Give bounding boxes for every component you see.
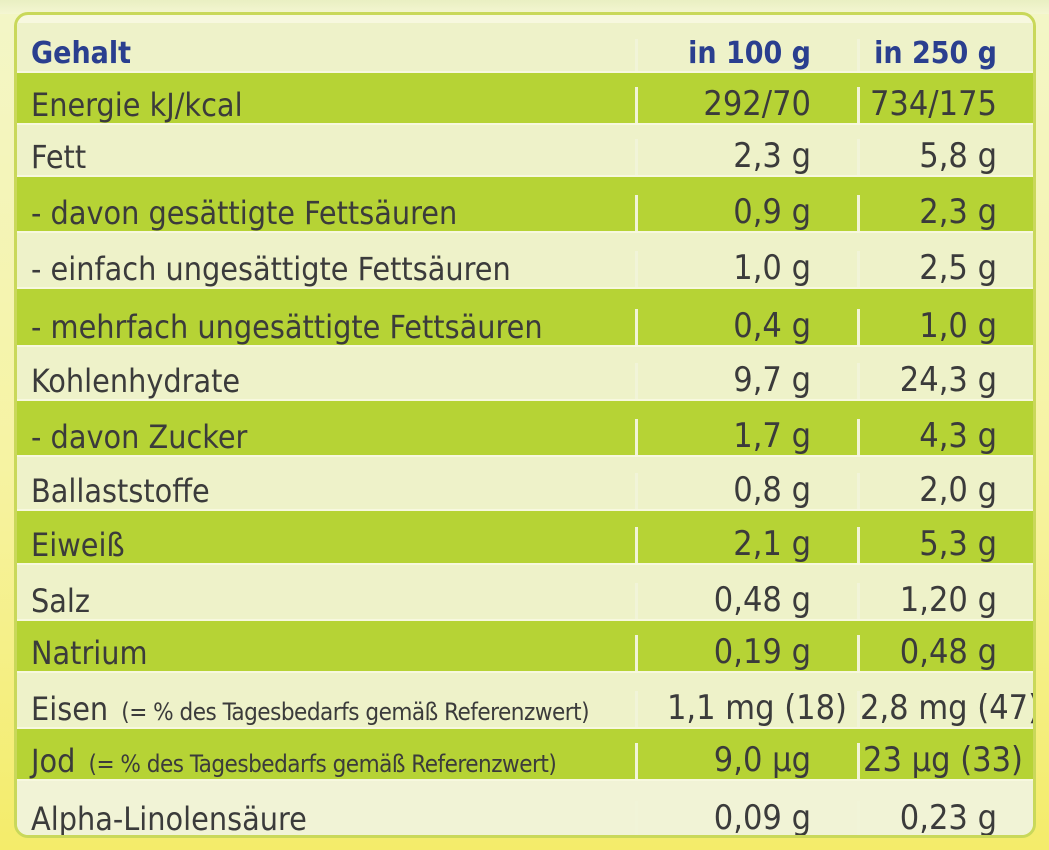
row-label: Kohlenhydrate bbox=[31, 365, 241, 399]
table-row-salz: Salz 0,48 g 1,20 g bbox=[17, 565, 1033, 619]
table-row-natrium: Natrium 0,19 g 0,48 g bbox=[17, 621, 1033, 671]
row-value-250g: 0,48 g bbox=[857, 635, 1033, 671]
row-value-100g: 292/70 bbox=[635, 87, 857, 123]
table-row-ballaststoffe: Ballaststoffe 0,8 g 2,0 g bbox=[17, 457, 1033, 509]
row-label-note: (= % des Tagesbedarfs gemäß Referenzwert… bbox=[88, 750, 557, 778]
row-label: - davon gesättigte Fettsäuren bbox=[31, 197, 458, 231]
row-label-text: Eisen bbox=[31, 693, 109, 727]
row-value-100g: 1,0 g bbox=[635, 251, 857, 287]
row-value-100g: 1,1 mg (18) bbox=[635, 691, 857, 727]
row-value-250g: 2,8 mg (47) bbox=[857, 691, 1033, 727]
nutrition-table: Gehalt in 100 g in 250 g Energie kJ/kcal… bbox=[14, 12, 1036, 838]
package-top-band bbox=[0, 0, 1049, 14]
row-value-100g: 0,48 g bbox=[635, 583, 857, 619]
row-value-100g: 0,4 g bbox=[635, 309, 857, 345]
table-row-fett: Fett 2,3 g 5,8 g bbox=[17, 125, 1033, 175]
row-label: Energie kJ/kcal bbox=[31, 89, 243, 123]
row-label: Natrium bbox=[31, 637, 148, 671]
table-row-einfach: - einfach ungesättigte Fettsäuren 1,0 g … bbox=[17, 233, 1033, 287]
row-value-100g: 0,09 g bbox=[635, 801, 857, 835]
table-row-alpha-linolensaeure: Alpha-Linolensäure 0,09 g 0,23 g bbox=[17, 781, 1033, 837]
header-label: Gehalt bbox=[31, 39, 132, 71]
row-value-250g: 2,3 g bbox=[857, 195, 1033, 231]
row-value-250g: 2,5 g bbox=[857, 251, 1033, 287]
row-value-100g: 0,9 g bbox=[635, 195, 857, 231]
row-value-100g: 9,0 µg bbox=[635, 743, 857, 779]
table-row-eiweiss: Eiweiß 2,1 g 5,3 g bbox=[17, 511, 1033, 563]
row-value-250g: 734/175 bbox=[857, 87, 1033, 123]
row-value-100g: 1,7 g bbox=[635, 419, 857, 455]
header-per-100g: in 100 g bbox=[635, 39, 857, 71]
row-value-250g: 23 µg (33) bbox=[857, 743, 1033, 779]
row-label-text: Jod bbox=[31, 745, 76, 779]
row-label: Jod (= % des Tagesbedarfs gemäß Referenz… bbox=[17, 745, 635, 779]
row-value-100g: 0,8 g bbox=[635, 473, 857, 509]
table-row-mehrfach: - mehrfach ungesättigte Fettsäuren 0,4 g… bbox=[17, 289, 1033, 345]
table-row-kohlenhydrate: Kohlenhydrate 9,7 g 24,3 g bbox=[17, 347, 1033, 399]
table-row-eisen: Eisen (= % des Tagesbedarfs gemäß Refere… bbox=[17, 673, 1033, 727]
row-label: - davon Zucker bbox=[31, 421, 248, 455]
row-label: - mehrfach ungesättigte Fettsäuren bbox=[31, 311, 543, 345]
row-label: - einfach ungesättigte Fettsäuren bbox=[31, 253, 511, 287]
row-label: Alpha-Linolensäure bbox=[31, 803, 307, 837]
table-row-energie: Energie kJ/kcal 292/70 734/175 bbox=[17, 73, 1033, 123]
row-label: Eiweiß bbox=[31, 529, 125, 563]
row-value-250g: 1,0 g bbox=[857, 309, 1033, 345]
row-value-250g: 4,3 g bbox=[857, 419, 1033, 455]
row-value-250g: 24,3 g bbox=[857, 363, 1033, 399]
row-value-100g: 9,7 g bbox=[635, 363, 857, 399]
row-value-100g: 0,19 g bbox=[635, 635, 857, 671]
row-label: Ballaststoffe bbox=[31, 475, 210, 509]
row-value-250g: 1,20 g bbox=[857, 583, 1033, 619]
row-value-250g: 2,0 g bbox=[857, 473, 1033, 509]
table-row-jod: Jod (= % des Tagesbedarfs gemäß Referenz… bbox=[17, 729, 1033, 779]
row-label: Salz bbox=[31, 585, 91, 619]
table-row-gesaettigte: - davon gesättigte Fettsäuren 0,9 g 2,3 … bbox=[17, 177, 1033, 231]
row-value-250g: 5,8 g bbox=[857, 139, 1033, 175]
header-per-250g: in 250 g bbox=[857, 39, 1033, 71]
row-value-250g: 5,3 g bbox=[857, 527, 1033, 563]
row-value-250g: 0,23 g bbox=[857, 801, 1033, 835]
row-value-100g: 2,1 g bbox=[635, 527, 857, 563]
table-row-zucker: - davon Zucker 1,7 g 4,3 g bbox=[17, 401, 1033, 455]
row-label: Eisen (= % des Tagesbedarfs gemäß Refere… bbox=[17, 693, 635, 727]
table-header-row: Gehalt in 100 g in 250 g bbox=[17, 23, 1033, 71]
row-label: Fett bbox=[31, 141, 87, 175]
row-label-note: (= % des Tagesbedarfs gemäß Referenzwert… bbox=[121, 698, 590, 726]
row-value-100g: 2,3 g bbox=[635, 139, 857, 175]
